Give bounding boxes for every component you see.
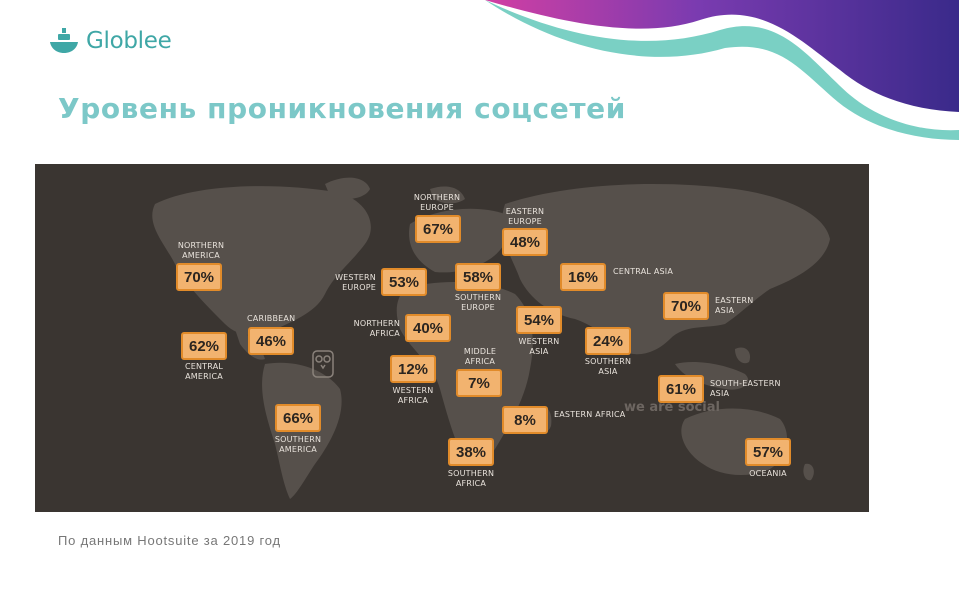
region-label: MIDDLE AFRICA: [463, 347, 497, 366]
region-label: NORTHERN AMERICA: [177, 241, 225, 260]
region-value: 48%: [502, 228, 548, 256]
world-map: we are social NORTHERN AMERICA 70% CARIB…: [35, 164, 869, 512]
region-value: 38%: [448, 438, 494, 466]
region-value: 66%: [275, 404, 321, 432]
decorative-wave: [485, 0, 959, 140]
region-label: WESTERN ASIA: [518, 337, 560, 356]
region-label: EASTERN AFRICA: [554, 410, 626, 419]
region-value: 53%: [381, 268, 427, 296]
region-value: 54%: [516, 306, 562, 334]
region-label: OCEANIA: [749, 469, 787, 478]
region-label: NORTHERN EUROPE: [413, 193, 461, 212]
region-label: CARIBBEAN: [247, 314, 296, 323]
region-value: 62%: [181, 332, 227, 360]
region-value: 7%: [456, 369, 502, 397]
region-label: CENTRAL AMERICA: [184, 362, 224, 381]
region-label: SOUTHERN AMERICA: [274, 435, 322, 454]
owl-icon: [312, 350, 334, 378]
region-label: EASTERN EUROPE: [505, 207, 545, 226]
logo-text: Globlee: [86, 28, 172, 54]
region-value: 61%: [658, 375, 704, 403]
source-caption: По данным Hootsuite за 2019 год: [58, 533, 281, 548]
region-label: SOUTHERN AFRICA: [447, 469, 495, 488]
region-label: SOUTHERN EUROPE: [454, 293, 502, 312]
region-value: 58%: [455, 263, 501, 291]
region-value: 8%: [502, 406, 548, 434]
region-value: 16%: [560, 263, 606, 291]
region-value: 24%: [585, 327, 631, 355]
page-title: Уровень проникновения соцсетей: [58, 92, 626, 125]
region-label: CENTRAL ASIA: [613, 267, 674, 276]
ship-icon: [50, 28, 78, 53]
region-value: 40%: [405, 314, 451, 342]
region-label: WESTERN EUROPE: [335, 273, 376, 292]
region-label: NORTHERN AFRICA: [353, 319, 400, 338]
region-label: WESTERN AFRICA: [392, 386, 434, 405]
region-value: 12%: [390, 355, 436, 383]
region-value: 46%: [248, 327, 294, 355]
region-value: 70%: [663, 292, 709, 320]
region-label: SOUTHERN ASIA: [584, 357, 632, 376]
world-map-landmass: [152, 177, 830, 499]
watermark-text: we are social: [624, 400, 720, 415]
region-value: 70%: [176, 263, 222, 291]
region-label: SOUTH-EASTERN ASIA: [710, 379, 781, 398]
region-label: EASTERN ASIA: [715, 296, 754, 315]
region-value: 57%: [745, 438, 791, 466]
region-value: 67%: [415, 215, 461, 243]
logo: Globlee: [48, 26, 172, 56]
